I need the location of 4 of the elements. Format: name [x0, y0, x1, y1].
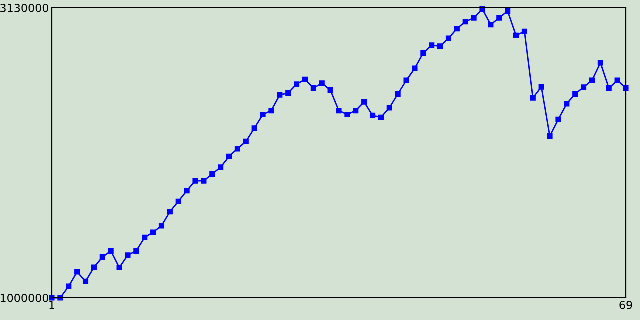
x-tick-label: 1: [50, 301, 55, 310]
x-tick-label: 69: [620, 300, 632, 310]
y-tick-label: 3130000: [0, 4, 48, 12]
y-tick-label: 1000000: [0, 294, 48, 302]
